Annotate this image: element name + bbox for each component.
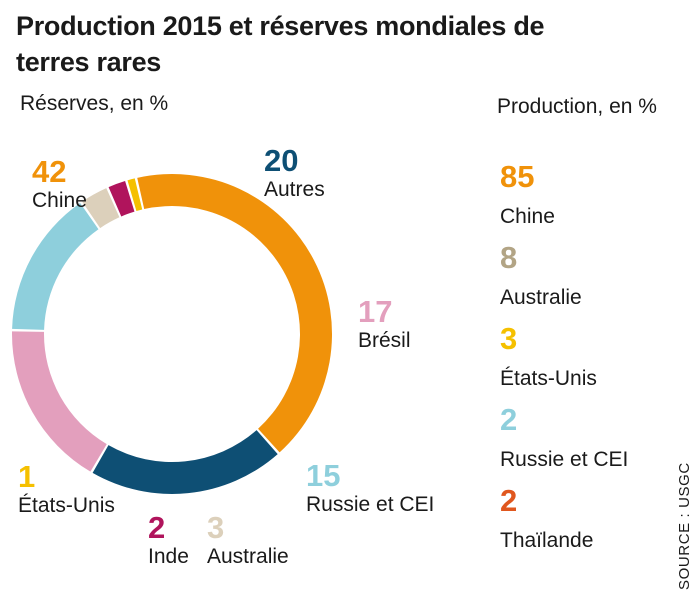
reserve-name-inde: Inde	[148, 545, 189, 568]
reserve-value-russie: 15	[306, 458, 341, 493]
reserve-name-autres: Autres	[264, 178, 325, 201]
source-note: SOURCE : USGC	[676, 462, 689, 590]
reserve-label-russie: 15 Russie et CEI	[306, 460, 434, 515]
donut-slice-etats-unis	[127, 178, 143, 212]
donut-slice-australie	[82, 188, 120, 229]
reserve-label-autres: 20 Autres	[264, 145, 325, 200]
production-item-thailande: 2 Thaïlande	[500, 484, 670, 565]
reserve-label-inde: 2 Inde	[148, 512, 189, 567]
reserves-subtitle: Réserves, en %	[20, 92, 169, 115]
reserve-name-australie: Australie	[207, 545, 289, 568]
production-value-thailande: 2	[500, 483, 518, 518]
production-value-chine: 85	[500, 159, 535, 194]
reserve-label-bresil: 17 Brésil	[358, 296, 411, 351]
production-item-chine: 85 Chine	[500, 160, 670, 241]
production-item-etats-unis: 3 États-Unis	[500, 322, 670, 403]
production-value-russie: 2	[500, 402, 518, 437]
production-item-australie: 8 Australie	[500, 241, 670, 322]
chart-title: Production 2015 et réserves mondiales de…	[16, 11, 545, 77]
reserve-value-chine: 42	[32, 154, 67, 189]
production-value-etats-unis: 3	[500, 321, 518, 356]
reserve-name-etats-unis: États-Unis	[18, 494, 115, 517]
production-subtitle: Production, en %	[497, 95, 657, 118]
production-name-russie: Russie et CEI	[500, 448, 629, 471]
reserve-value-autres: 20	[264, 143, 299, 178]
reserve-value-australie: 3	[207, 510, 225, 545]
reserve-label-chine: 42 Chine	[32, 156, 87, 211]
production-item-russie: 2 Russie et CEI	[500, 403, 670, 484]
reserve-name-bresil: Brésil	[358, 329, 411, 352]
production-name-australie: Australie	[500, 286, 582, 309]
reserve-label-australie: 3 Australie	[207, 512, 289, 567]
production-name-etats-unis: États-Unis	[500, 367, 597, 390]
production-value-australie: 8	[500, 240, 518, 275]
donut-slice-russie-et-cei	[12, 203, 99, 330]
reserve-name-russie: Russie et CEI	[306, 493, 435, 516]
reserve-label-etats-unis: 1 États-Unis	[18, 461, 115, 516]
donut-slice-autres	[92, 430, 278, 494]
donut-slice-bresil	[12, 331, 107, 472]
reserve-value-bresil: 17	[358, 294, 393, 329]
donut-slice-chine	[137, 174, 333, 453]
production-name-thailande: Thaïlande	[500, 529, 594, 552]
production-list: 85 Chine 8 Australie 3 États-Unis 2 Russ…	[500, 160, 670, 565]
reserve-value-inde: 2	[148, 510, 166, 545]
donut-slice-inde	[108, 181, 135, 217]
reserve-value-etats-unis: 1	[18, 459, 36, 494]
production-name-chine: Chine	[500, 205, 555, 228]
reserve-name-chine: Chine	[32, 189, 87, 212]
